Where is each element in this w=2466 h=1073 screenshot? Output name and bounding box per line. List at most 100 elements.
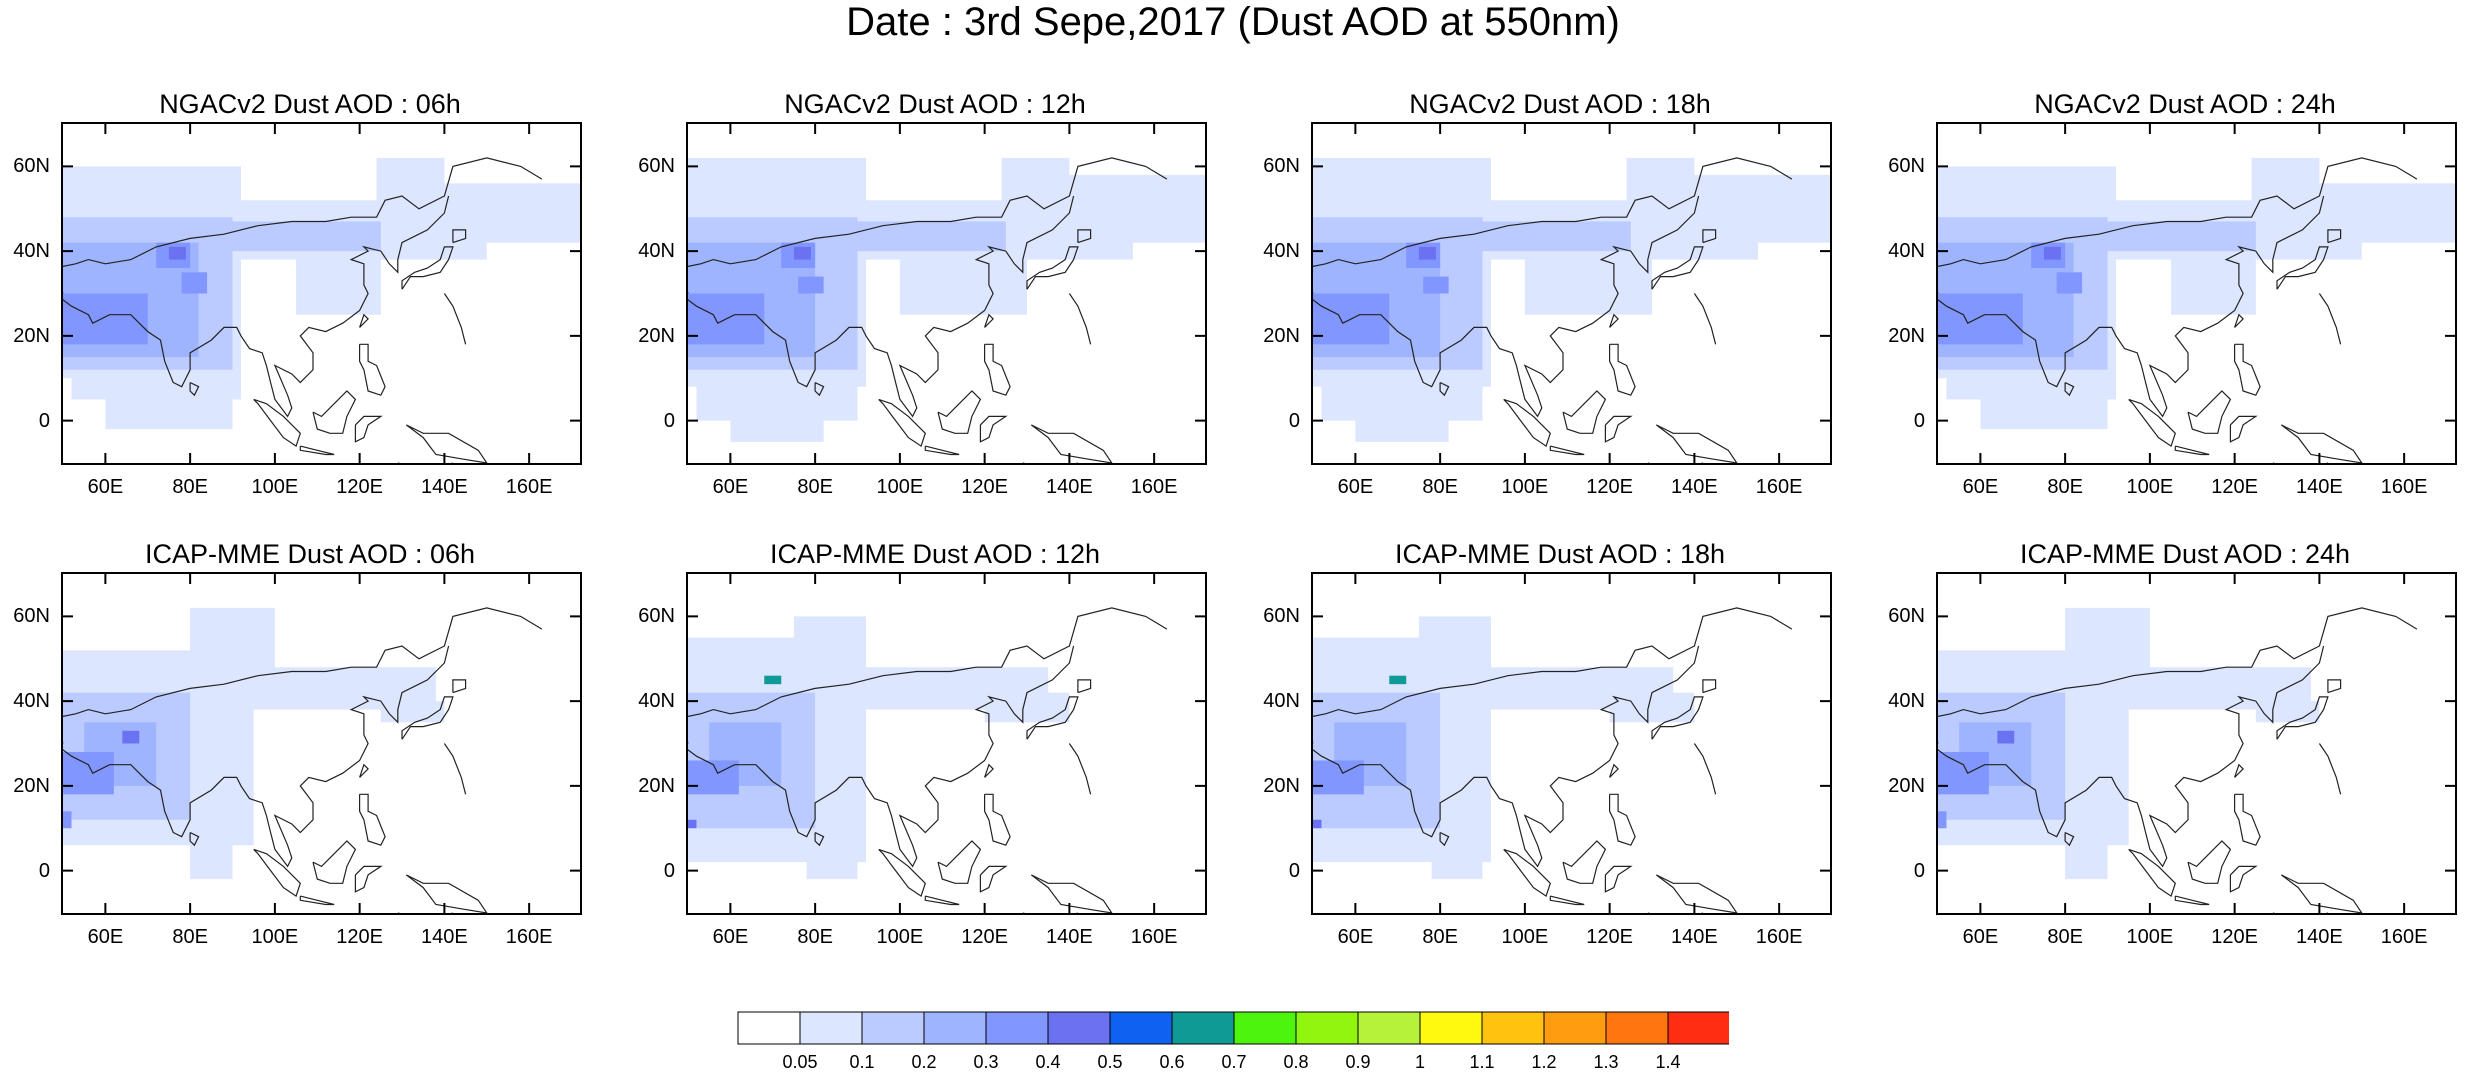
coastline bbox=[1938, 607, 2418, 744]
lon-tick-label: 120E bbox=[336, 926, 383, 948]
lat-tick-label: 40N bbox=[1888, 240, 1925, 263]
map-canvas bbox=[1938, 124, 2455, 463]
dust-aod-cell bbox=[63, 811, 72, 829]
dust-aod-cell bbox=[1001, 157, 1070, 252]
panel-title: ICAP-MME Dust AOD : 18h bbox=[1394, 539, 1726, 569]
figure-title: Date : 3rd Sepe,2017 (Dust AOD at 550nm) bbox=[846, 0, 1620, 44]
dust-aod-cell bbox=[63, 751, 114, 795]
coastline bbox=[253, 848, 301, 898]
coastline bbox=[354, 415, 383, 443]
colorbar-box bbox=[1667, 1011, 1729, 1045]
coastline bbox=[401, 696, 454, 740]
coastline bbox=[2276, 696, 2329, 740]
dust-aod-cell bbox=[2065, 607, 2150, 702]
colorbar-box bbox=[799, 1011, 863, 1045]
coastline bbox=[1549, 895, 1585, 906]
lat-tick-label: 60N bbox=[13, 605, 50, 628]
panel-title: NGACv2 Dust AOD : 18h bbox=[1409, 89, 1711, 119]
dust-aod-cell bbox=[122, 730, 140, 744]
lon-tick-label: 80E bbox=[797, 476, 833, 498]
lat-tick-label: 0 bbox=[38, 859, 50, 882]
coastline bbox=[359, 793, 386, 846]
coastline bbox=[1439, 381, 1450, 397]
coastline bbox=[443, 293, 467, 345]
coastline bbox=[1702, 229, 1717, 244]
coastline bbox=[253, 398, 301, 448]
coastline bbox=[1609, 343, 1636, 396]
dust-aod-cell bbox=[793, 616, 866, 693]
coastline bbox=[688, 195, 1075, 418]
dust-aod-cell bbox=[1313, 760, 1364, 795]
coastline bbox=[1503, 848, 1551, 898]
lon-tick-label: 60E bbox=[1962, 926, 1999, 948]
lon-tick-label: 160E bbox=[505, 926, 553, 948]
dust-aod-cell bbox=[1313, 819, 1322, 829]
coastline bbox=[688, 607, 1168, 744]
map-canvas bbox=[1938, 574, 2455, 913]
coastline bbox=[2174, 445, 2210, 456]
coastline bbox=[63, 157, 543, 294]
coastline bbox=[2174, 895, 2210, 906]
coastline bbox=[1077, 679, 1092, 694]
colorbar-label: 0.1 bbox=[849, 1052, 875, 1072]
dust-aod-cell bbox=[793, 246, 811, 260]
lon-tick-label: 100E bbox=[251, 926, 299, 948]
coastline bbox=[63, 607, 543, 744]
dust-aod-cell bbox=[899, 259, 1028, 315]
lon-tick-label: 160E bbox=[2380, 476, 2428, 498]
dust-aod-cell bbox=[1389, 675, 1407, 685]
dust-aod-cell bbox=[2056, 272, 2083, 294]
coastline bbox=[2234, 343, 2261, 396]
coastline bbox=[1651, 696, 1704, 740]
lon-tick-label: 60E bbox=[712, 476, 749, 498]
coastline bbox=[1026, 696, 1079, 740]
lon-tick-label: 100E bbox=[1501, 926, 1549, 948]
coastline bbox=[1077, 229, 1092, 244]
map-plot bbox=[1311, 122, 1832, 465]
lat-tick-label: 20N bbox=[1888, 324, 1925, 347]
coastline bbox=[1651, 246, 1704, 290]
colorbar-label: 0.6 bbox=[1159, 1052, 1185, 1072]
colorbar-box bbox=[1419, 1011, 1483, 1045]
lon-tick-label: 60E bbox=[1962, 476, 1999, 498]
coastline bbox=[405, 424, 488, 463]
lat-tick-label: 0 bbox=[1913, 409, 1925, 432]
lat-tick-label: 60N bbox=[13, 155, 50, 178]
coastline bbox=[2064, 381, 2075, 397]
colorbar-box bbox=[1233, 1011, 1297, 1045]
coastline bbox=[1068, 293, 1092, 345]
coastline bbox=[2187, 840, 2232, 884]
map-canvas bbox=[63, 574, 580, 913]
lon-tick-label: 140E bbox=[421, 476, 468, 498]
coastline bbox=[984, 343, 1011, 396]
dust-aod-cell bbox=[2043, 246, 2061, 260]
colorbar-label: 1.2 bbox=[1531, 1052, 1557, 1072]
colorbar-label: 1.3 bbox=[1593, 1052, 1619, 1072]
coastline bbox=[1655, 424, 1738, 463]
coastline bbox=[2318, 293, 2342, 345]
lon-tick-label: 80E bbox=[2047, 476, 2083, 498]
coastline bbox=[1609, 763, 1619, 778]
dust-aod-cell bbox=[1423, 276, 1449, 294]
coastline bbox=[1313, 607, 1793, 744]
lon-tick-label: 100E bbox=[1501, 476, 1549, 498]
dust-aod-cell bbox=[764, 675, 782, 685]
dust-aod-cell bbox=[444, 183, 580, 243]
colorbar-label: 0.7 bbox=[1221, 1052, 1247, 1072]
lat-tick-label: 40N bbox=[13, 240, 50, 263]
coastline bbox=[814, 831, 825, 847]
coastline bbox=[401, 246, 454, 290]
lon-tick-label: 100E bbox=[876, 926, 924, 948]
coastline bbox=[2128, 848, 2176, 898]
lat-tick-label: 20N bbox=[13, 324, 50, 347]
map-plot bbox=[1311, 572, 1832, 915]
colorbar-box bbox=[1357, 1011, 1421, 1045]
coastline bbox=[688, 645, 1075, 868]
coastline bbox=[937, 840, 982, 884]
dust-aod-cell bbox=[688, 819, 697, 829]
dust-aod-cell bbox=[1069, 174, 1205, 243]
coastline bbox=[1030, 424, 1113, 463]
coastline bbox=[2234, 793, 2261, 846]
lat-tick-label: 60N bbox=[1263, 605, 1300, 628]
map-plot bbox=[61, 572, 582, 915]
